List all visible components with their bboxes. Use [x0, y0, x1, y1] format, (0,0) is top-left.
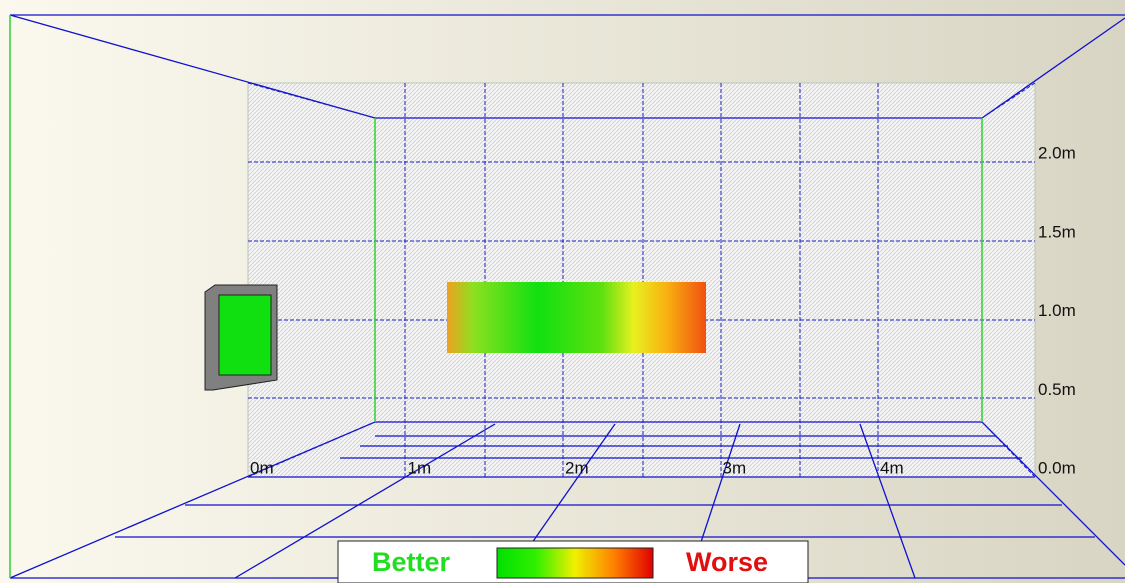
back-wall — [248, 83, 1035, 477]
y-label: 2.0m — [1038, 144, 1076, 163]
window — [205, 285, 277, 390]
x-label: 4m — [880, 458, 904, 477]
y-label: 1.0m — [1038, 301, 1076, 320]
x-label: 1m — [408, 458, 432, 477]
room-view: Better Worse 0m 1m 2m 3m 4m 0.0m 0.5m 1.0m 1.5m 2… — [0, 0, 1125, 583]
legend-high: Worse — [686, 547, 768, 577]
y-label: 1.5m — [1038, 222, 1076, 241]
y-label: 0.5m — [1038, 380, 1076, 399]
x-label: 2m — [565, 458, 589, 477]
page: {"axis": {"x_labels": ["0m", "1m", "2m",… — [0, 0, 1125, 583]
x-label: 0m — [250, 458, 274, 477]
legend-low: Better — [372, 547, 451, 577]
y-label: 0.0m — [1038, 458, 1076, 477]
x-label: 3m — [723, 458, 747, 477]
heatmap — [447, 282, 706, 353]
legend-bar — [497, 548, 653, 578]
